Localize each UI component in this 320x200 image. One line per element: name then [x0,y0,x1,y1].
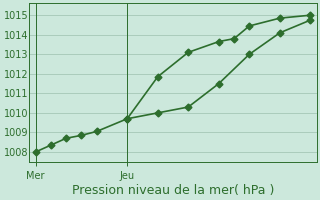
X-axis label: Pression niveau de la mer( hPa ): Pression niveau de la mer( hPa ) [72,184,274,197]
